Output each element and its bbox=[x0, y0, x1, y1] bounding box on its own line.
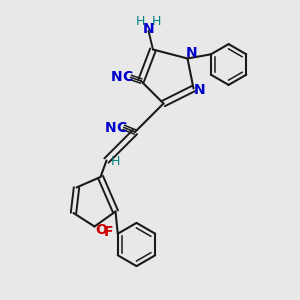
Text: H: H bbox=[152, 15, 162, 28]
Text: C: C bbox=[116, 121, 126, 134]
Text: H: H bbox=[135, 15, 145, 28]
Text: N: N bbox=[104, 121, 116, 134]
Text: F: F bbox=[103, 225, 113, 239]
Text: N: N bbox=[111, 70, 123, 84]
Text: N: N bbox=[194, 83, 205, 97]
Text: H: H bbox=[111, 154, 120, 168]
Text: O: O bbox=[95, 223, 107, 237]
Text: N: N bbox=[143, 22, 154, 36]
Text: C: C bbox=[123, 70, 133, 84]
Text: N: N bbox=[185, 46, 197, 60]
